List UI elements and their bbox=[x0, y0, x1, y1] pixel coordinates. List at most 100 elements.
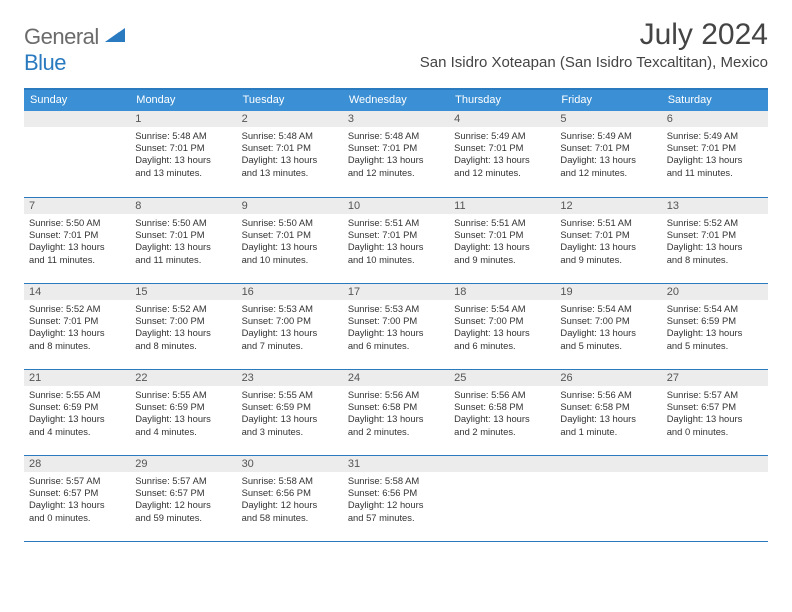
day-details: Sunrise: 5:48 AM Sunset: 7:01 PM Dayligh… bbox=[130, 127, 236, 185]
day-details: Sunrise: 5:58 AM Sunset: 6:56 PM Dayligh… bbox=[343, 472, 449, 530]
day-number: 10 bbox=[343, 198, 449, 214]
day-number: 17 bbox=[343, 284, 449, 300]
month-title: July 2024 bbox=[420, 18, 768, 52]
day-details bbox=[24, 127, 130, 136]
calendar-cell: 8Sunrise: 5:50 AM Sunset: 7:01 PM Daylig… bbox=[130, 197, 236, 283]
calendar-cell: 3Sunrise: 5:48 AM Sunset: 7:01 PM Daylig… bbox=[343, 111, 449, 197]
calendar-cell: 16Sunrise: 5:53 AM Sunset: 7:00 PM Dayli… bbox=[237, 283, 343, 369]
calendar-cell: 2Sunrise: 5:48 AM Sunset: 7:01 PM Daylig… bbox=[237, 111, 343, 197]
day-details: Sunrise: 5:54 AM Sunset: 7:00 PM Dayligh… bbox=[449, 300, 555, 358]
day-details: Sunrise: 5:52 AM Sunset: 7:01 PM Dayligh… bbox=[24, 300, 130, 358]
day-details: Sunrise: 5:57 AM Sunset: 6:57 PM Dayligh… bbox=[662, 386, 768, 444]
day-details: Sunrise: 5:54 AM Sunset: 6:59 PM Dayligh… bbox=[662, 300, 768, 358]
calendar-cell: 23Sunrise: 5:55 AM Sunset: 6:59 PM Dayli… bbox=[237, 369, 343, 455]
calendar-cell: 26Sunrise: 5:56 AM Sunset: 6:58 PM Dayli… bbox=[555, 369, 661, 455]
day-details: Sunrise: 5:55 AM Sunset: 6:59 PM Dayligh… bbox=[237, 386, 343, 444]
day-number: 8 bbox=[130, 198, 236, 214]
day-number: 6 bbox=[662, 111, 768, 127]
calendar-cell: 21Sunrise: 5:55 AM Sunset: 6:59 PM Dayli… bbox=[24, 369, 130, 455]
calendar-page: { "brand": { "word1": "General", "word2"… bbox=[0, 0, 792, 612]
calendar-grid: Sunday Monday Tuesday Wednesday Thursday… bbox=[24, 88, 768, 542]
calendar-cell: 14Sunrise: 5:52 AM Sunset: 7:01 PM Dayli… bbox=[24, 283, 130, 369]
brand-word1: General bbox=[24, 24, 99, 49]
calendar-cell: 6Sunrise: 5:49 AM Sunset: 7:01 PM Daylig… bbox=[662, 111, 768, 197]
calendar-cell: 11Sunrise: 5:51 AM Sunset: 7:01 PM Dayli… bbox=[449, 197, 555, 283]
calendar-cell bbox=[449, 455, 555, 541]
day-number: 27 bbox=[662, 370, 768, 386]
calendar-cell: 7Sunrise: 5:50 AM Sunset: 7:01 PM Daylig… bbox=[24, 197, 130, 283]
calendar-cell bbox=[555, 455, 661, 541]
header-right: July 2024 San Isidro Xoteapan (San Isidr… bbox=[420, 18, 768, 71]
day-details: Sunrise: 5:54 AM Sunset: 7:00 PM Dayligh… bbox=[555, 300, 661, 358]
day-details bbox=[449, 472, 555, 481]
day-details: Sunrise: 5:57 AM Sunset: 6:57 PM Dayligh… bbox=[24, 472, 130, 530]
weekday-label: Thursday bbox=[449, 90, 555, 111]
weekday-label: Tuesday bbox=[237, 90, 343, 111]
calendar-cell: 19Sunrise: 5:54 AM Sunset: 7:00 PM Dayli… bbox=[555, 283, 661, 369]
day-number: 23 bbox=[237, 370, 343, 386]
day-number: 1 bbox=[130, 111, 236, 127]
day-number: 22 bbox=[130, 370, 236, 386]
day-details: Sunrise: 5:53 AM Sunset: 7:00 PM Dayligh… bbox=[237, 300, 343, 358]
calendar-cell: 29Sunrise: 5:57 AM Sunset: 6:57 PM Dayli… bbox=[130, 455, 236, 541]
day-details: Sunrise: 5:57 AM Sunset: 6:57 PM Dayligh… bbox=[130, 472, 236, 530]
day-number: 31 bbox=[343, 456, 449, 472]
day-details: Sunrise: 5:50 AM Sunset: 7:01 PM Dayligh… bbox=[237, 214, 343, 272]
day-details: Sunrise: 5:51 AM Sunset: 7:01 PM Dayligh… bbox=[343, 214, 449, 272]
calendar-cell bbox=[24, 111, 130, 197]
calendar-cell: 27Sunrise: 5:57 AM Sunset: 6:57 PM Dayli… bbox=[662, 369, 768, 455]
day-number: 30 bbox=[237, 456, 343, 472]
day-number: 21 bbox=[24, 370, 130, 386]
day-details: Sunrise: 5:53 AM Sunset: 7:00 PM Dayligh… bbox=[343, 300, 449, 358]
calendar-cell: 5Sunrise: 5:49 AM Sunset: 7:01 PM Daylig… bbox=[555, 111, 661, 197]
day-number: 19 bbox=[555, 284, 661, 300]
brand-word2: Blue bbox=[24, 50, 66, 75]
calendar-cell bbox=[662, 455, 768, 541]
day-number bbox=[662, 456, 768, 472]
calendar-cell: 13Sunrise: 5:52 AM Sunset: 7:01 PM Dayli… bbox=[662, 197, 768, 283]
day-number: 29 bbox=[130, 456, 236, 472]
day-number: 15 bbox=[130, 284, 236, 300]
day-details bbox=[555, 472, 661, 481]
weekday-label: Monday bbox=[130, 90, 236, 111]
calendar-cell: 31Sunrise: 5:58 AM Sunset: 6:56 PM Dayli… bbox=[343, 455, 449, 541]
day-number: 28 bbox=[24, 456, 130, 472]
day-details: Sunrise: 5:50 AM Sunset: 7:01 PM Dayligh… bbox=[24, 214, 130, 272]
location-subtitle: San Isidro Xoteapan (San Isidro Texcalti… bbox=[420, 54, 768, 71]
calendar-cell: 22Sunrise: 5:55 AM Sunset: 6:59 PM Dayli… bbox=[130, 369, 236, 455]
day-details: Sunrise: 5:51 AM Sunset: 7:01 PM Dayligh… bbox=[555, 214, 661, 272]
day-number: 12 bbox=[555, 198, 661, 214]
day-details: Sunrise: 5:51 AM Sunset: 7:01 PM Dayligh… bbox=[449, 214, 555, 272]
calendar-cell: 15Sunrise: 5:52 AM Sunset: 7:00 PM Dayli… bbox=[130, 283, 236, 369]
calendar-cell: 1Sunrise: 5:48 AM Sunset: 7:01 PM Daylig… bbox=[130, 111, 236, 197]
day-details: Sunrise: 5:56 AM Sunset: 6:58 PM Dayligh… bbox=[343, 386, 449, 444]
calendar-cell: 9Sunrise: 5:50 AM Sunset: 7:01 PM Daylig… bbox=[237, 197, 343, 283]
calendar-cell: 24Sunrise: 5:56 AM Sunset: 6:58 PM Dayli… bbox=[343, 369, 449, 455]
calendar-weekday-header: Sunday Monday Tuesday Wednesday Thursday… bbox=[24, 90, 768, 111]
day-details bbox=[662, 472, 768, 481]
brand-triangle-icon bbox=[105, 28, 125, 42]
day-details: Sunrise: 5:55 AM Sunset: 6:59 PM Dayligh… bbox=[130, 386, 236, 444]
day-number: 26 bbox=[555, 370, 661, 386]
day-number: 14 bbox=[24, 284, 130, 300]
calendar-body: 1Sunrise: 5:48 AM Sunset: 7:01 PM Daylig… bbox=[24, 111, 768, 541]
weekday-label: Friday bbox=[555, 90, 661, 111]
calendar-cell: 4Sunrise: 5:49 AM Sunset: 7:01 PM Daylig… bbox=[449, 111, 555, 197]
day-details: Sunrise: 5:58 AM Sunset: 6:56 PM Dayligh… bbox=[237, 472, 343, 530]
day-number: 4 bbox=[449, 111, 555, 127]
day-number bbox=[555, 456, 661, 472]
header: General Blue July 2024 San Isidro Xoteap… bbox=[24, 18, 768, 76]
calendar-cell: 30Sunrise: 5:58 AM Sunset: 6:56 PM Dayli… bbox=[237, 455, 343, 541]
day-details: Sunrise: 5:56 AM Sunset: 6:58 PM Dayligh… bbox=[555, 386, 661, 444]
day-number: 7 bbox=[24, 198, 130, 214]
calendar-cell: 17Sunrise: 5:53 AM Sunset: 7:00 PM Dayli… bbox=[343, 283, 449, 369]
calendar-cell: 18Sunrise: 5:54 AM Sunset: 7:00 PM Dayli… bbox=[449, 283, 555, 369]
weekday-label: Saturday bbox=[662, 90, 768, 111]
calendar-cell: 20Sunrise: 5:54 AM Sunset: 6:59 PM Dayli… bbox=[662, 283, 768, 369]
day-number: 18 bbox=[449, 284, 555, 300]
day-details: Sunrise: 5:49 AM Sunset: 7:01 PM Dayligh… bbox=[449, 127, 555, 185]
day-number bbox=[449, 456, 555, 472]
day-details: Sunrise: 5:52 AM Sunset: 7:01 PM Dayligh… bbox=[662, 214, 768, 272]
brand-logo: General Blue bbox=[24, 18, 125, 76]
day-number: 3 bbox=[343, 111, 449, 127]
